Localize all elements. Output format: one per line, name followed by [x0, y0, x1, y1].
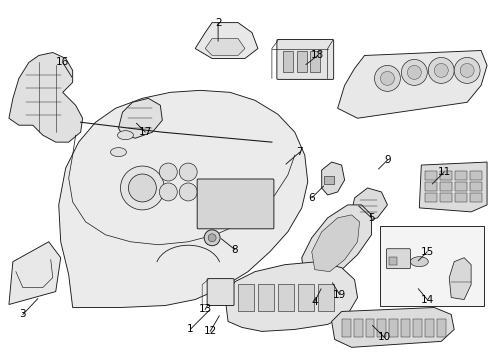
Circle shape	[433, 63, 447, 77]
Polygon shape	[224, 262, 357, 332]
Bar	[454, 193, 466, 202]
Polygon shape	[301, 205, 371, 288]
Circle shape	[401, 59, 427, 85]
Polygon shape	[311, 215, 359, 272]
Text: 16: 16	[56, 58, 69, 67]
Circle shape	[179, 163, 197, 181]
Bar	[238, 284, 253, 311]
Polygon shape	[118, 98, 162, 138]
Text: 13: 13	[198, 305, 211, 315]
FancyBboxPatch shape	[380, 226, 483, 306]
Bar	[425, 319, 433, 337]
Polygon shape	[419, 162, 486, 212]
Bar	[454, 182, 466, 191]
FancyBboxPatch shape	[386, 249, 409, 269]
Text: 12: 12	[203, 327, 216, 336]
Ellipse shape	[117, 131, 133, 140]
Bar	[469, 193, 481, 202]
Bar	[469, 171, 481, 180]
Text: 4: 4	[311, 297, 317, 306]
Polygon shape	[337, 50, 486, 118]
Bar	[469, 182, 481, 191]
Text: 10: 10	[377, 332, 390, 342]
Polygon shape	[331, 307, 453, 347]
Bar	[425, 171, 436, 180]
Circle shape	[453, 58, 479, 84]
Bar	[296, 50, 306, 72]
Polygon shape	[59, 90, 307, 307]
Bar	[454, 171, 466, 180]
Polygon shape	[448, 258, 470, 300]
Text: 5: 5	[367, 213, 374, 223]
Text: 18: 18	[310, 50, 324, 60]
Circle shape	[120, 166, 164, 210]
Bar	[317, 284, 333, 311]
Circle shape	[128, 174, 156, 202]
Polygon shape	[9, 242, 61, 305]
Circle shape	[380, 71, 394, 85]
Bar	[353, 319, 362, 337]
Bar	[425, 193, 436, 202]
Bar	[277, 284, 293, 311]
Circle shape	[374, 66, 400, 91]
Circle shape	[427, 58, 453, 84]
Bar	[365, 319, 374, 337]
Circle shape	[159, 183, 177, 201]
Text: 17: 17	[139, 127, 152, 137]
FancyBboxPatch shape	[197, 179, 273, 229]
Ellipse shape	[409, 257, 427, 267]
Circle shape	[179, 183, 197, 201]
Text: 11: 11	[437, 167, 450, 177]
FancyBboxPatch shape	[207, 279, 234, 306]
Bar	[258, 284, 273, 311]
Bar	[323, 176, 333, 184]
Text: 9: 9	[384, 155, 390, 165]
Circle shape	[203, 230, 220, 246]
Bar	[412, 319, 422, 337]
Text: 3: 3	[20, 310, 26, 319]
Text: 6: 6	[308, 193, 314, 203]
Bar	[377, 319, 386, 337]
Polygon shape	[205, 39, 244, 55]
Text: 19: 19	[332, 289, 346, 300]
Polygon shape	[195, 23, 258, 58]
Bar	[439, 171, 451, 180]
Bar	[425, 182, 436, 191]
Text: 7: 7	[296, 147, 303, 157]
Bar	[439, 182, 451, 191]
Polygon shape	[9, 53, 82, 142]
Circle shape	[407, 66, 421, 80]
Polygon shape	[321, 162, 344, 195]
Circle shape	[208, 234, 216, 242]
Bar	[388, 319, 398, 337]
Polygon shape	[321, 268, 347, 298]
Text: 14: 14	[420, 294, 433, 305]
FancyBboxPatch shape	[276, 40, 333, 80]
Text: 1: 1	[186, 324, 193, 334]
Circle shape	[459, 63, 473, 77]
Bar	[436, 319, 446, 337]
Bar	[388, 257, 397, 265]
Bar	[309, 50, 319, 72]
Text: 8: 8	[231, 245, 238, 255]
Bar	[297, 284, 313, 311]
Bar	[341, 319, 350, 337]
Bar	[401, 319, 409, 337]
Circle shape	[159, 163, 177, 181]
Ellipse shape	[110, 148, 126, 157]
Text: 2: 2	[214, 18, 221, 28]
Text: 15: 15	[420, 247, 433, 257]
Polygon shape	[351, 188, 386, 222]
Bar	[439, 193, 451, 202]
Bar	[282, 50, 292, 72]
